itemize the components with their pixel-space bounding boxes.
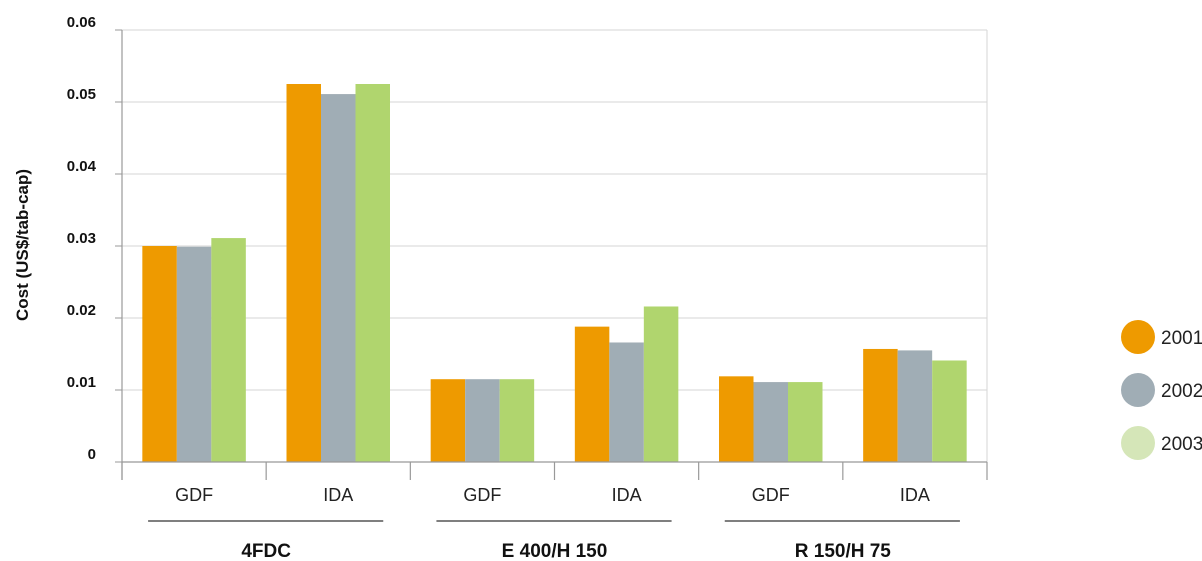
legend-swatch-2003 (1121, 426, 1155, 460)
y-tick-labels: 0 0.01 0.02 0.03 0.04 0.05 0.06 (67, 14, 97, 463)
x-group-labels: 4FDC E 400/H 150 R 150/H 75 (148, 520, 960, 561)
legend-swatch-2002 (1121, 373, 1155, 407)
x-category-label: IDA (612, 485, 642, 505)
bar-2003-ida-5 (932, 360, 967, 462)
legend-label-2002: 2002 (1161, 381, 1202, 402)
bar-2001-gdf-4 (719, 376, 754, 462)
y-tick-label: 0.06 (67, 14, 96, 31)
y-tick-label: 0.05 (67, 86, 96, 103)
bars (142, 84, 967, 462)
x-category-label: IDA (323, 485, 353, 505)
bar-2002-gdf-2 (465, 379, 500, 462)
x-group-label: E 400/H 150 (502, 541, 608, 561)
x-group-label: R 150/H 75 (795, 541, 892, 561)
bar-2002-ida-5 (897, 350, 933, 462)
bar-2003-gdf-4 (788, 382, 823, 462)
bar-2001-ida-3 (574, 326, 610, 462)
x-category-labels: GDF IDA GDF IDA GDF IDA (175, 485, 930, 505)
y-tick-label: 0.02 (67, 302, 96, 319)
y-axis-title: Cost (US$/tab-cap) (13, 169, 32, 321)
bar-2003-gdf-2 (499, 379, 535, 462)
x-category-label: GDF (752, 485, 790, 505)
bar-2001-ida-1 (286, 84, 321, 462)
y-tick-label: 0.04 (67, 158, 97, 175)
bar-2001-gdf-2 (430, 379, 466, 462)
bar-2003-gdf-0 (211, 238, 246, 462)
y-tick-label: 0 (88, 446, 96, 463)
y-tick-label: 0.01 (67, 374, 96, 391)
legend-swatch-2001 (1121, 320, 1155, 354)
legend-label-2001: 2001 (1161, 328, 1202, 349)
bar-2002-gdf-0 (176, 246, 212, 462)
x-category-label: IDA (900, 485, 930, 505)
bar-2003-ida-1 (355, 84, 390, 462)
x-group-label: 4FDC (241, 541, 291, 561)
legend: 2001 2002 2003 (1121, 320, 1202, 460)
gridlines (122, 29, 988, 462)
bar-2001-ida-5 (863, 348, 898, 462)
x-category-label: GDF (175, 485, 213, 505)
x-category-label: GDF (463, 485, 501, 505)
axes (115, 29, 988, 480)
y-tick-label: 0.03 (67, 230, 96, 247)
bar-2002-ida-3 (609, 342, 644, 462)
bar-2003-ida-3 (643, 306, 679, 462)
bar-2002-ida-1 (321, 94, 356, 462)
legend-label-2003: 2003 (1161, 434, 1202, 455)
bar-2002-gdf-4 (753, 382, 788, 462)
bar-2001-gdf-0 (142, 246, 177, 462)
